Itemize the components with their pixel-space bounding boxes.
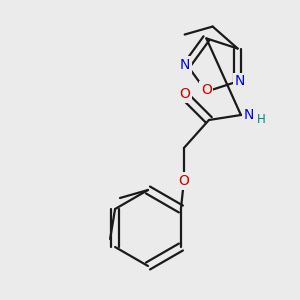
Text: O: O bbox=[178, 174, 189, 188]
Text: O: O bbox=[179, 87, 190, 101]
Text: N: N bbox=[244, 108, 254, 122]
Text: H: H bbox=[257, 113, 266, 127]
Text: N: N bbox=[180, 58, 190, 72]
Text: O: O bbox=[201, 82, 212, 97]
Text: N: N bbox=[235, 74, 245, 88]
